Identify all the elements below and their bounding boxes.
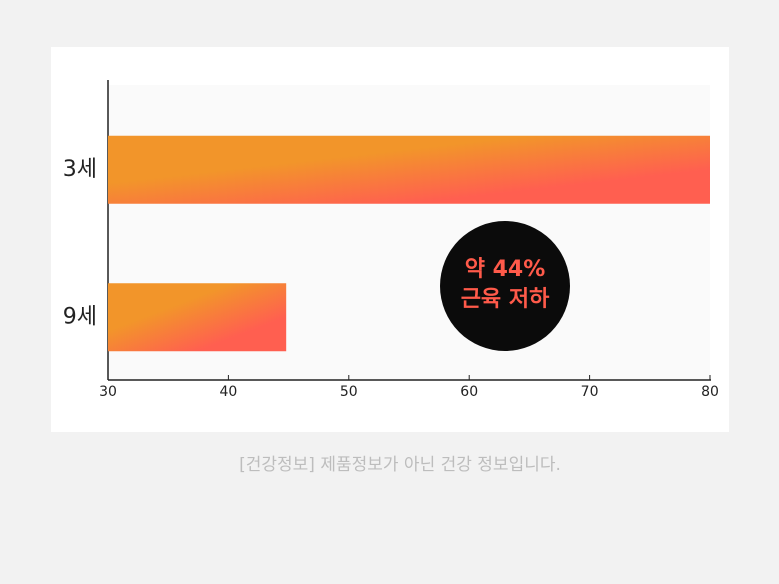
x-tick-label: 40 (219, 384, 237, 400)
x-tick-label: 30 (99, 384, 117, 400)
y-tick-label: 9세 (63, 304, 97, 329)
x-tick-label: 80 (701, 384, 719, 400)
x-tick-label: 70 (581, 384, 599, 400)
annotation-line: 약 44% (465, 257, 546, 282)
bar (108, 135, 710, 204)
annotation-circle (440, 221, 570, 351)
x-tick-label: 60 (460, 384, 478, 400)
x-tick-label: 50 (340, 384, 358, 400)
marks (108, 135, 710, 352)
annotation-line: 근육 저하 (461, 287, 550, 312)
y-tick-label: 3세 (63, 157, 97, 182)
footer-note: [건강정보] 제품정보가 아닌 건강 정보입니다. (239, 455, 561, 475)
bar (108, 283, 287, 352)
